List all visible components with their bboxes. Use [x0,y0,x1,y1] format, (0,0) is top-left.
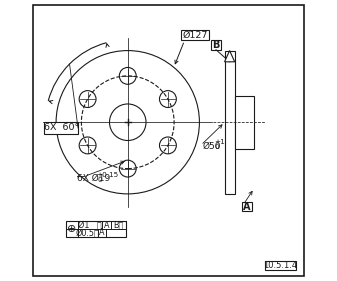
Bar [44,122,78,134]
Bar [211,40,221,50]
Text: 0: 0 [97,177,102,183]
Text: +1: +1 [214,139,225,146]
Bar [242,202,252,211]
Polygon shape [224,51,235,62]
Text: Ø1   Ⓜ: Ø1 Ⓜ [78,221,102,230]
Bar [235,96,254,149]
Bar [181,30,209,40]
Text: +0.15: +0.15 [96,172,119,178]
Text: B: B [212,40,220,50]
Text: Ø0.5Ⓜ: Ø0.5Ⓜ [76,228,100,237]
Bar [266,261,296,270]
Text: BⓂ: BⓂ [114,221,124,230]
Text: 0: 0 [214,144,219,150]
Bar [66,221,126,237]
Text: Ø50: Ø50 [202,142,221,151]
Text: A: A [104,221,110,230]
Bar [225,51,235,194]
Text: Ø127: Ø127 [182,31,208,40]
Text: 6X  60°: 6X 60° [43,123,79,132]
Text: A: A [99,228,105,237]
Text: ⊕: ⊕ [67,224,76,234]
Text: 10.5.1.4: 10.5.1.4 [264,261,298,270]
Text: 6X Ø19: 6X Ø19 [77,174,111,183]
Text: A: A [243,201,251,212]
